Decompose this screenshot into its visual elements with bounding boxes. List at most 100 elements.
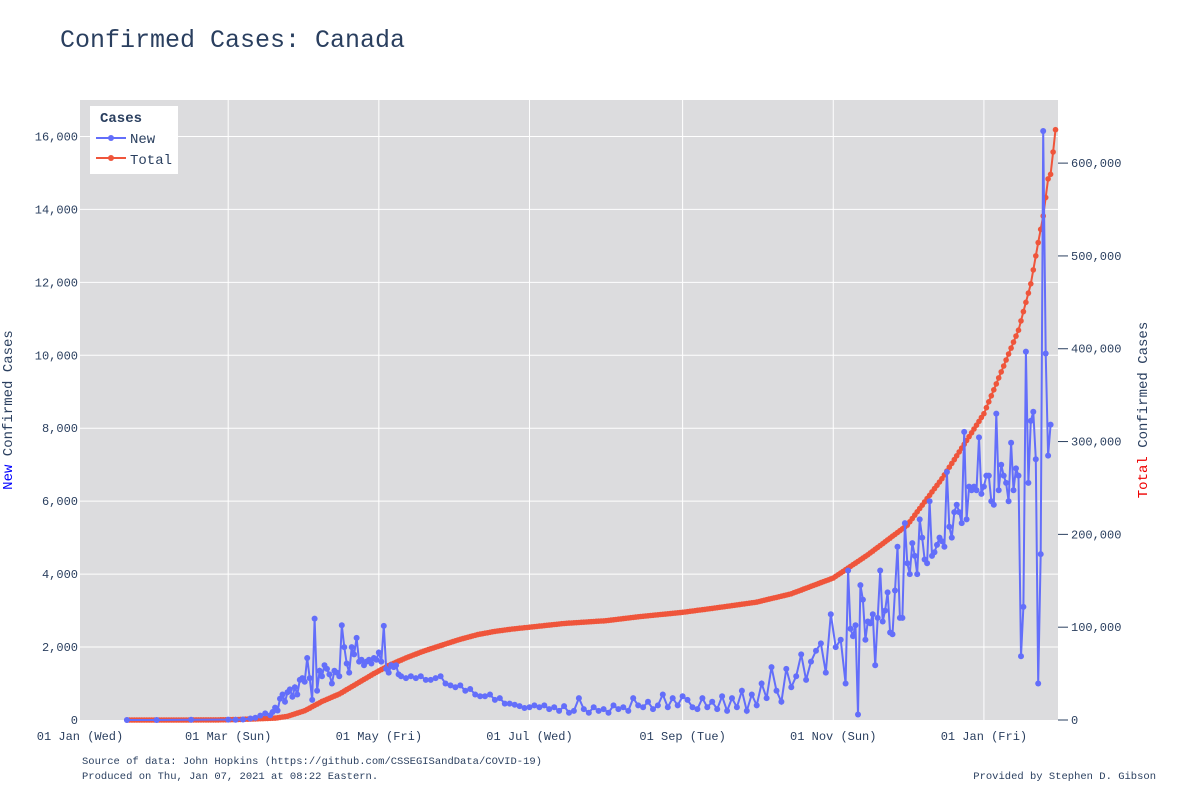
new-series-point [262,710,269,717]
new-series-point [788,684,795,691]
new-series-point [635,702,642,709]
new-series-point [901,520,908,527]
new-series-point [551,704,558,711]
new-series-point [753,702,760,709]
new-series-point [590,704,597,711]
total-series-point [986,399,992,405]
x-tick-label: 01 May (Fri) [336,730,422,744]
new-series-point [914,571,921,578]
new-series-point [575,695,582,702]
new-series-point [319,673,325,680]
new-series-point [768,664,775,671]
new-series-point [289,693,296,700]
total-series-point [1000,363,1007,369]
y-axis-right-rest: Confirmed Cases [1136,322,1152,456]
new-series-point [877,567,884,574]
new-series-point [309,696,316,703]
new-series-point [998,461,1005,468]
new-series-point [472,691,479,698]
y-tick-label-left: 2,000 [42,641,78,655]
legend-new-marker [108,135,114,141]
y-tick-label-left: 10,000 [35,349,78,363]
new-series-point [1047,421,1054,428]
new-series-point [585,709,592,716]
new-series-point [605,709,612,716]
y-tick-label-right: 600,000 [1071,157,1121,171]
new-series-point [837,636,844,643]
new-series-point [417,673,424,680]
legend-box [90,106,178,174]
new-series-point [879,618,886,625]
total-series-point [1008,345,1014,351]
x-tick-label: 01 Mar (Sun) [185,730,271,744]
new-series-point [684,696,691,703]
new-series-point [1010,487,1017,494]
new-series-point [427,676,434,683]
new-series-point [477,693,484,700]
new-series-point [566,709,572,716]
new-series-point [993,410,1000,417]
new-series-point [919,534,926,541]
new-series-point [743,707,750,714]
new-series-point [916,516,923,523]
y-tick-label-left: 12,000 [35,276,78,290]
new-series-point [943,469,950,475]
new-series-point [948,534,955,541]
legend-total-marker [108,155,114,161]
new-series-point [911,552,918,559]
new-series-point [640,704,647,711]
legend-total-label: Total [130,153,172,169]
new-series-point [536,704,543,711]
total-series-point [1050,149,1056,155]
new-series-point [645,698,651,705]
new-series-point [946,523,953,530]
new-series-point [689,704,696,711]
total-series-point [993,381,1000,387]
y-tick-label-right: 300,000 [1071,436,1121,450]
new-series-point [615,706,622,713]
new-series-point [422,676,429,683]
y-tick-label-left: 14,000 [35,203,78,217]
new-series-point [862,636,869,643]
axis-tick-labels: 0 2,000 4,000 6,000 8,000 10,000 12,000 14,000 1… [35,130,1122,744]
new-series-point [358,656,365,663]
new-series-point [650,706,656,713]
new-series-point [803,676,810,683]
total-series-point [1047,171,1054,178]
new-series-point [855,711,861,718]
new-series-point [452,684,459,691]
new-series-point [240,716,246,723]
new-series-point [375,649,382,656]
new-series-point [669,695,676,702]
new-series-point [941,543,948,550]
total-series-point [1033,253,1039,259]
new-series-point [501,700,508,707]
new-series-point [625,707,632,714]
new-series-point [398,673,405,680]
new-series-point [951,509,958,516]
total-series-point [1015,327,1022,334]
new-series-point [808,658,814,665]
new-series-point [437,673,444,680]
total-series-point [1013,333,1019,339]
new-series-point [630,695,637,702]
total-series-point [1035,239,1041,246]
new-series-point [301,678,308,685]
new-series-point [783,665,790,672]
new-series-point [976,434,982,441]
y-tick-label-left: 0 [71,714,78,728]
y-axis-left-rest: Confirmed Cases [1,330,17,464]
new-series-point [286,686,293,693]
new-series-point [556,707,563,714]
new-series-point [491,696,498,703]
legend-new-label: New [130,132,156,148]
new-series-point [1013,465,1019,472]
new-series-point [884,589,891,596]
total-series-point [1023,299,1029,306]
new-series-point [995,487,1002,494]
y-tick-label-left: 8,000 [42,422,78,436]
x-tick-label: 01 Jan (Fri) [941,730,1027,744]
new-series-point [654,702,661,709]
new-series-point [348,644,355,651]
new-series-point [526,704,533,711]
